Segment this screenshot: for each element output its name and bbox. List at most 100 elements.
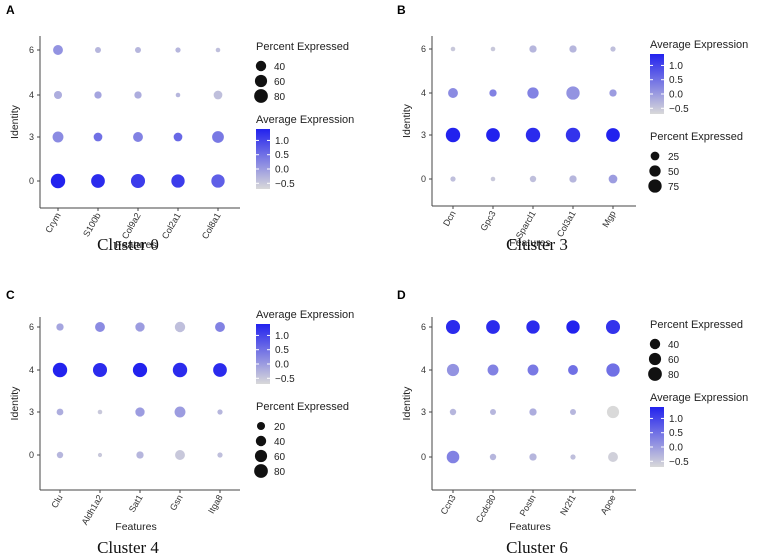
expression-dot (175, 450, 185, 460)
expression-dot (448, 88, 458, 98)
y-tick-label: 0 (421, 452, 426, 462)
percent-legend-dot (254, 89, 268, 103)
expression-dot (56, 451, 64, 459)
expression-dot (213, 90, 223, 100)
expression-dot (52, 131, 64, 143)
expression-dot (212, 131, 224, 143)
average-expression-colorbar (256, 324, 270, 384)
percent-legend-dot (648, 367, 662, 381)
expression-dot (490, 409, 496, 415)
expression-dot (211, 174, 225, 188)
percent-legend-dot (649, 165, 661, 177)
expression-dot (135, 407, 145, 417)
x-tick-label: Mgp (600, 209, 617, 229)
expression-dot (171, 174, 185, 188)
y-tick-label: 0 (29, 176, 34, 186)
expression-dot (529, 175, 537, 183)
percent-legend-label: 20 (274, 422, 286, 433)
x-tick-label: Col2a1 (160, 211, 183, 241)
expression-dot (529, 408, 537, 416)
expression-dot (50, 173, 66, 189)
expression-dot (95, 47, 101, 53)
x-tick-label: Nr2f1 (558, 493, 578, 517)
average-expression-colorbar (256, 129, 270, 189)
percent-expressed-legend-title: Percent Expressed (256, 401, 349, 413)
y-axis-title: Identity (401, 103, 413, 138)
x-tick-label: Crym (43, 211, 62, 235)
y-axis-title: Identity (9, 386, 21, 421)
y-tick-label: 4 (29, 365, 34, 375)
percent-expressed-legend-title: Percent Expressed (650, 319, 743, 331)
expression-dot (173, 132, 183, 142)
expression-dot (487, 364, 499, 376)
expression-dot (95, 322, 105, 332)
colorbar-label: 0.0 (275, 360, 289, 371)
expression-dot (609, 89, 617, 97)
x-tick-label: Itga8 (206, 493, 225, 515)
panel-letter: D (397, 288, 406, 302)
expression-dot (174, 321, 186, 333)
x-axis-title: Features (115, 521, 156, 533)
expression-dot (217, 409, 223, 415)
percent-legend-dot (254, 74, 268, 88)
expression-dot (606, 128, 620, 142)
expression-dot (134, 91, 142, 99)
panel-letter: B (397, 3, 406, 17)
percent-legend-label: 60 (274, 77, 286, 88)
colorbar-label: 1.0 (669, 61, 683, 72)
expression-dot (565, 127, 581, 143)
x-tick-label: Col8a1 (200, 211, 223, 241)
x-axis-title: Features (115, 239, 156, 251)
colorbar-label: 0.5 (275, 345, 289, 356)
average-expression-legend-title: Average Expression (256, 114, 354, 126)
y-tick-label: 6 (29, 45, 34, 55)
expression-dot (606, 405, 620, 419)
panel-letter: A (6, 3, 15, 17)
x-tick-label: Clu (49, 493, 64, 510)
expression-dot (608, 174, 618, 184)
expression-dot (449, 408, 457, 416)
percent-legend-dot (650, 151, 660, 161)
percent-expressed-legend-title: Percent Expressed (256, 41, 349, 53)
average-expression-colorbar (650, 407, 664, 467)
y-tick-label: 3 (421, 407, 426, 417)
expression-dot (608, 452, 618, 462)
expression-dot (217, 452, 223, 458)
x-tick-label: Sat1 (127, 493, 145, 514)
expression-dot (490, 46, 496, 52)
expression-dot (527, 364, 539, 376)
y-tick-label: 6 (421, 322, 426, 332)
percent-legend-label: 80 (274, 92, 286, 103)
expression-dot (175, 92, 181, 98)
expression-dot (568, 365, 578, 375)
x-tick-label: Dcn (441, 209, 458, 228)
expression-dot (566, 320, 580, 334)
percent-legend-dot (255, 435, 267, 447)
cluster-caption: Cluster 3 (506, 235, 568, 254)
expression-dot (605, 319, 621, 335)
colorbar-label: 1.0 (275, 331, 289, 342)
percent-legend-label: 50 (668, 167, 680, 178)
expression-dot (445, 319, 461, 335)
x-tick-label: Gpc3 (478, 209, 497, 233)
expression-dot (135, 47, 141, 53)
expression-dot (56, 323, 64, 331)
expression-dot (489, 89, 497, 97)
y-tick-label: 6 (421, 44, 426, 54)
expression-dot (130, 173, 146, 189)
percent-legend-dot (254, 449, 268, 463)
cluster-caption: Cluster 0 (97, 235, 159, 254)
x-tick-label: Apoe (599, 493, 618, 516)
x-tick-label: Postn (518, 493, 538, 518)
percent-legend-label: 60 (668, 355, 680, 366)
colorbar-label: 1.0 (275, 136, 289, 147)
percent-legend-dot (648, 179, 662, 193)
cluster-caption: Cluster 4 (97, 538, 159, 557)
colorbar-label: 0.0 (275, 165, 289, 176)
colorbar-label: 0.5 (669, 75, 683, 86)
x-tick-label: Ccdc80 (474, 493, 498, 524)
expression-dot (53, 45, 63, 55)
panel-letter: C (6, 288, 15, 302)
expression-dot (172, 362, 188, 378)
